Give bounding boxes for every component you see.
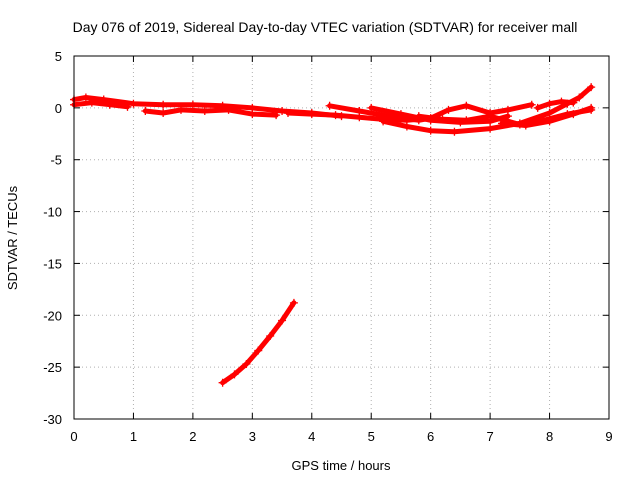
x-tick-label: 5 <box>368 429 375 444</box>
data-point <box>307 110 316 119</box>
series-trace <box>535 99 576 111</box>
x-tick-label: 1 <box>130 429 137 444</box>
data-point <box>569 110 578 119</box>
series-trace <box>220 300 297 386</box>
data-point <box>462 101 471 110</box>
series-sat-10 <box>533 97 578 112</box>
y-tick-label: -30 <box>43 412 62 427</box>
x-tick-label: 9 <box>605 429 612 444</box>
data-point <box>569 98 578 107</box>
data-point <box>331 111 340 120</box>
data-point <box>486 112 495 121</box>
data-point <box>379 117 388 126</box>
data-point <box>557 97 566 106</box>
x-tick-label: 6 <box>427 429 434 444</box>
y-axis-label: SDTVAR / TECUs <box>5 185 20 290</box>
data-point <box>159 109 168 118</box>
y-tick-label: 5 <box>55 49 62 64</box>
data-point <box>123 102 132 111</box>
data-point <box>159 100 168 109</box>
series-sat-2 <box>70 98 132 111</box>
data-point <box>325 101 334 110</box>
x-tick-label: 3 <box>249 429 256 444</box>
x-tick-label: 4 <box>308 429 315 444</box>
series-trace <box>327 102 535 123</box>
series-trace <box>71 100 130 110</box>
series-sat-3 <box>141 105 281 120</box>
x-tick-label: 0 <box>70 429 77 444</box>
data-point <box>87 98 96 107</box>
series-layer <box>70 83 596 387</box>
data-point <box>188 100 197 109</box>
data-point <box>224 105 233 114</box>
data-point <box>438 115 447 124</box>
data-point <box>402 122 411 131</box>
data-point <box>278 316 287 325</box>
data-point <box>254 346 263 355</box>
data-point <box>575 93 584 102</box>
x-tick-label: 2 <box>189 429 196 444</box>
y-tick-label: -5 <box>50 153 62 168</box>
data-point <box>266 332 275 341</box>
plot-frame <box>73 55 610 420</box>
y-tick-label: 0 <box>55 101 62 116</box>
data-point <box>105 100 114 109</box>
data-point <box>284 109 292 118</box>
x-axis-label: GPS time / hours <box>292 458 391 473</box>
data-point <box>355 106 364 115</box>
data-point <box>289 298 298 307</box>
y-tick-label: -10 <box>43 205 62 220</box>
series-sat-11 <box>218 298 298 387</box>
data-point <box>396 110 405 119</box>
data-point <box>218 378 227 387</box>
data-point <box>248 110 257 119</box>
data-point <box>450 127 459 136</box>
series-sat-7 <box>379 83 596 136</box>
data-point <box>81 93 90 102</box>
tick-layer: 0 1 2 3 4 5 6 7 8 9 5 0 -5 -10 -15 -20 -25 -30 <box>43 49 612 444</box>
data-point <box>278 106 287 115</box>
data-point <box>486 124 495 133</box>
data-point <box>230 370 239 379</box>
data-point <box>587 103 596 112</box>
data-point <box>129 99 138 108</box>
data-point <box>545 117 554 126</box>
data-point <box>545 109 554 118</box>
series-sat-9 <box>498 103 596 130</box>
x-tick-label: 8 <box>546 429 553 444</box>
y-tick-label: -25 <box>43 360 62 375</box>
data-point <box>367 103 376 112</box>
data-point <box>177 105 185 114</box>
data-point <box>521 121 530 130</box>
data-point <box>444 105 453 114</box>
series-trace <box>380 84 594 135</box>
data-point <box>141 106 150 115</box>
data-point <box>462 116 471 125</box>
y-tick-label: -15 <box>43 256 62 271</box>
data-point <box>242 360 251 369</box>
data-point <box>545 99 554 108</box>
data-point <box>587 83 596 92</box>
x-tick-label: 7 <box>486 429 493 444</box>
data-point <box>498 119 506 128</box>
data-point <box>426 126 435 135</box>
data-point <box>272 111 281 120</box>
data-point <box>527 100 536 109</box>
data-point <box>533 103 542 112</box>
data-point <box>200 106 209 115</box>
y-tick-label: -20 <box>43 308 62 323</box>
chart-title: Day 076 of 2019, Sidereal Day-to-day VTE… <box>73 19 578 35</box>
data-point <box>414 112 423 121</box>
